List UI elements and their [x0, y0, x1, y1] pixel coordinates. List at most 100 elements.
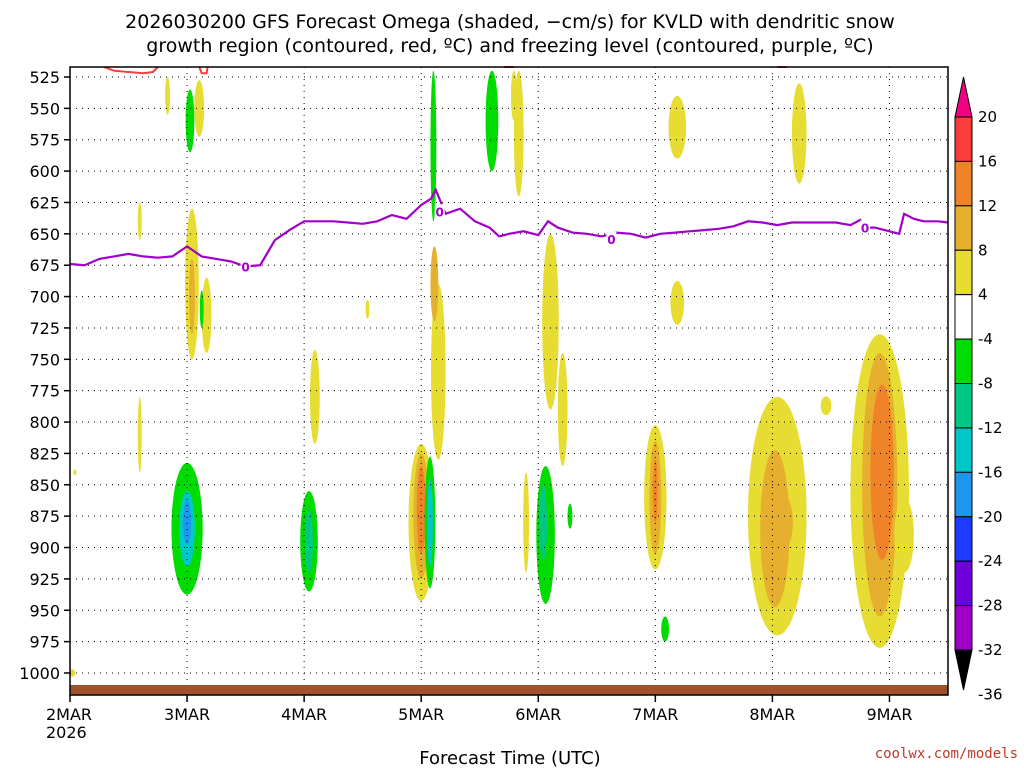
y-tick-label-925: 925 [29, 570, 60, 589]
dendritic-contour-0 [103, 66, 159, 75]
grid-lines [70, 67, 948, 695]
contour-label-bg-1 [434, 204, 445, 218]
contour-label-bg-2 [606, 231, 617, 245]
contour-label-3: 0 [861, 222, 869, 236]
x-tick-label-0: 2MAR [46, 705, 92, 724]
colorbar-label-7: -12 [978, 419, 1003, 437]
y-tick-label-675: 675 [29, 256, 60, 275]
omega-cell-4 [73, 469, 77, 476]
contour-label-1: 0 [436, 205, 444, 219]
colorbar-label-8: -16 [978, 463, 1003, 481]
colorbar-bin-12 [954, 605, 973, 651]
y-tick-label-650: 650 [29, 225, 60, 244]
colorbar-bin-8 [954, 427, 973, 473]
omega-cell-2 [183, 500, 191, 545]
omega-cell-48 [870, 384, 894, 561]
omega-cell-44 [791, 83, 807, 184]
chart-title-line-2: growth region (contoured, red, ºC) and f… [146, 35, 873, 57]
colorbar-bin-11 [954, 560, 973, 607]
omega-cell-37 [652, 459, 658, 523]
omega-cell-11 [137, 396, 142, 473]
omega-cell-45 [820, 396, 832, 416]
omega-cell-13 [199, 290, 204, 328]
colorbar-bin-9 [954, 471, 973, 518]
colorbar-label-10: -24 [978, 552, 1003, 570]
omega-cell-9 [194, 80, 205, 137]
credit-text[interactable]: coolwx.com/models [875, 746, 1018, 762]
omega-cell-6 [189, 258, 195, 335]
colorbar-bin-2 [954, 160, 973, 207]
omega-cell-3 [69, 669, 76, 677]
x-tick-label-144: 8MAR [749, 705, 795, 724]
omega-shading [69, 70, 914, 677]
y-tick-label-875: 875 [29, 507, 60, 526]
omega-cell-8 [201, 277, 212, 354]
x-tick-label-96: 6MAR [515, 705, 561, 724]
colorbar-label-2: 12 [978, 197, 997, 215]
omega-cell-17 [365, 299, 370, 319]
omega-cell-10 [165, 77, 170, 115]
colorbar-bin-3 [954, 205, 973, 251]
omega-cell-31 [542, 233, 559, 410]
x-tick-label-48: 4MAR [281, 705, 327, 724]
y-tick-label-575: 575 [29, 131, 60, 150]
y-tick-label-950: 950 [29, 601, 60, 620]
omega-cell-25 [430, 246, 439, 322]
colorbar-label-0: 20 [978, 108, 997, 126]
contour-label-bg-0 [240, 259, 251, 273]
y-tick-label-850: 850 [29, 476, 60, 495]
x-tick-label-168: 9MAR [866, 705, 912, 724]
y-tick-label-750: 750 [29, 350, 60, 369]
colorbar: 20 16 12 8 4 -4 -8 -12 -16 -20 -24 -28 -32 -36 [954, 76, 1003, 703]
omega-cell-39 [668, 95, 687, 159]
omega-cell-23 [430, 70, 437, 222]
y-tick-label-900: 900 [29, 539, 60, 558]
y-tick-label-775: 775 [29, 382, 60, 401]
colorbar-bin-4 [954, 249, 973, 296]
omega-cell-7 [185, 89, 195, 153]
colorbar-label-3: 8 [978, 241, 988, 259]
y-tick-label-625: 625 [29, 193, 60, 212]
omega-cell-38 [661, 616, 669, 642]
colorbar-label-12: -32 [978, 641, 1003, 659]
colorbar-bin-6 [954, 338, 973, 385]
omega-cell-16 [309, 349, 320, 445]
omega-cell-28 [510, 70, 517, 121]
plot-frame [69, 66, 949, 696]
colorbar-label-1: 16 [978, 152, 997, 170]
x-tick-label-120: 7MAR [632, 705, 678, 724]
omega-cell-24 [430, 284, 446, 460]
colorbar-bin-10 [954, 516, 973, 562]
colorbar-label-5: -4 [978, 330, 993, 348]
y-tick-label-725: 725 [29, 319, 60, 338]
colorbar-label-6: -8 [978, 375, 993, 393]
y-tick-label-975: 975 [29, 633, 60, 652]
omega-cell-33 [523, 472, 529, 573]
contour-lines: 0 0 0 0 [69, 66, 949, 274]
dendritic-contour-1 [198, 66, 209, 75]
omega-cell-26 [485, 70, 499, 172]
contour-label-bg-3 [860, 220, 871, 234]
omega-cell-20 [416, 465, 426, 554]
x-axis-label: Forecast Time (UTC) [419, 748, 600, 768]
y-tick-label-700: 700 [29, 288, 60, 307]
colorbar-bottom-arrow [954, 649, 973, 691]
colorbar-label-4: 4 [978, 286, 988, 304]
chart-title-line-1: 2026030200 GFS Forecast Omega (shaded, −… [125, 11, 895, 33]
y-tick-label-825: 825 [29, 444, 60, 463]
plot-background [70, 67, 948, 695]
contour-label-0: 0 [241, 260, 249, 274]
contour-label-2: 0 [607, 233, 615, 247]
colorbar-top-arrow [954, 76, 973, 118]
omega-cell-40 [670, 280, 685, 325]
y-axis: 525 550 575 600 625 650 675 700 725 750 775 800 825 8… [19, 68, 70, 683]
colorbar-bin-1 [954, 116, 973, 162]
colorbar-label-9: -20 [978, 508, 1003, 526]
y-tick-label-600: 600 [29, 162, 60, 181]
y-tick-label-1000: 1000 [19, 664, 60, 683]
y-tick-label-800: 800 [29, 413, 60, 432]
colorbar-label-11: -28 [978, 597, 1003, 615]
colorbar-label-13: -36 [978, 685, 1003, 703]
